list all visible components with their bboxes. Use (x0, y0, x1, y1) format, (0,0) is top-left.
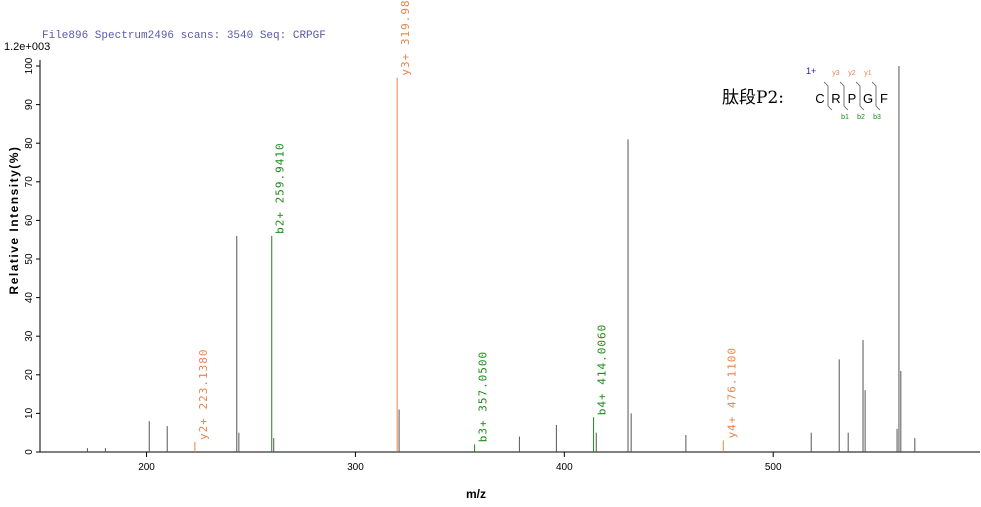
y-tick-label: 0 (24, 449, 35, 455)
residue: P (848, 91, 857, 106)
cleavage-mark (855, 81, 865, 111)
cleavage-mark (871, 81, 881, 111)
peak-label: b4+ 414.0060 (596, 324, 609, 415)
peak-label: y4+ 476.1100 (725, 347, 738, 438)
y-tick-label: 50 (24, 253, 35, 265)
y-axis-label: Relative Intensity(%) (7, 146, 21, 295)
residue: C (815, 91, 824, 106)
y-tick-label: 20 (24, 369, 35, 381)
peptide-diagram: 肽段P2: 1+ C R P G Fy3 y2 y1 b1 b2 b3 (722, 66, 888, 121)
y-tick-label: 30 (24, 330, 35, 342)
peak-label: b3+ 357.0500 (477, 351, 490, 442)
charge: 1+ (806, 66, 816, 76)
y-tick-label: 70 (24, 176, 35, 188)
residue: F (880, 91, 888, 106)
y-tick-label: 10 (24, 407, 35, 419)
y-ion: y1 (864, 70, 872, 77)
b-ion: b3 (873, 114, 881, 121)
cleavage-mark (823, 81, 833, 111)
b-ion: b2 (857, 114, 865, 121)
peptide-label: 肽段P2: (722, 88, 784, 108)
peak-label: y2+ 223.1380 (197, 348, 210, 439)
residue: R (831, 91, 840, 106)
x-tick-label: 500 (765, 462, 782, 473)
y-tick-label: 40 (24, 292, 35, 304)
peak-label: y3+ 319.9870 (399, 0, 412, 76)
x-axis-label: m/z (466, 487, 486, 501)
chart-title: File896 Spectrum2496 scans: 3540 Seq: CR… (42, 30, 326, 42)
residue: G (863, 91, 873, 106)
b-ion: b1 (841, 114, 849, 121)
y-tick-label: 60 (24, 214, 35, 226)
y-ion: y2 (848, 70, 856, 77)
y-tick-label: 80 (24, 137, 35, 149)
y-ion: y3 (832, 70, 840, 77)
scale-label: 1.2e+003 (4, 41, 50, 53)
cleavage-mark (839, 81, 849, 111)
y-tick-label: 100 (24, 57, 35, 74)
peak-label: b2+ 259.9410 (274, 142, 287, 233)
x-tick-label: 300 (347, 462, 364, 473)
x-tick-label: 200 (138, 462, 155, 473)
x-tick-label: 400 (556, 462, 573, 473)
y-tick-label: 90 (24, 99, 35, 111)
